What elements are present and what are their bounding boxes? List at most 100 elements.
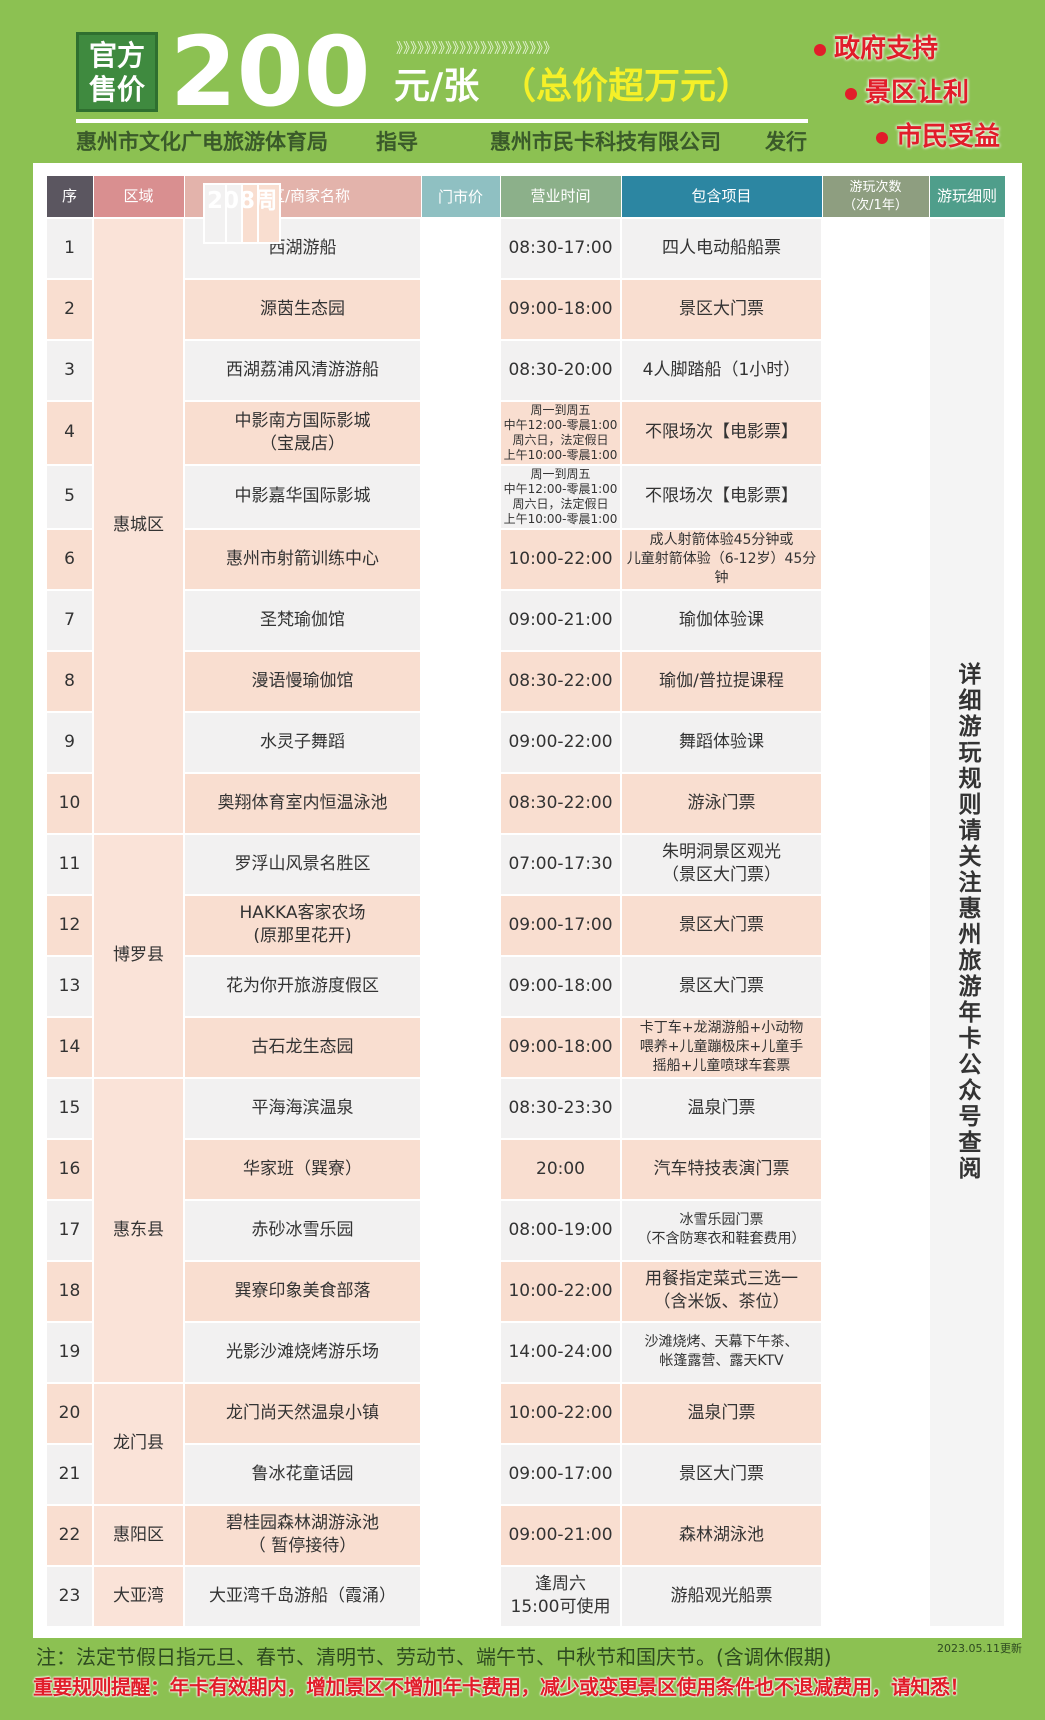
row-number: 11 (45, 832, 94, 896)
bullet-icon (876, 131, 888, 144)
attraction-name: HAKKA客家农场 (原那里花开) (183, 893, 422, 957)
arrows-decoration: 》》》》》》》》》》》》》》》》》》》》》》 (396, 41, 557, 57)
header-divider (76, 119, 808, 123)
attraction-name: 西湖荔浦风清游游船 (183, 338, 422, 402)
row-number: 1 (45, 216, 94, 280)
attraction-name: 源茵生态园 (183, 277, 422, 341)
opening-hours: 08:00-19:00 (499, 1198, 622, 1262)
attraction-name: 漫语慢瑜伽馆 (183, 649, 422, 713)
row-number: 6 (45, 527, 94, 591)
row-number: 8 (45, 649, 94, 713)
header-times: 游玩次数 （次/1年） (821, 175, 930, 218)
row-number: 13 (45, 954, 94, 1018)
row-number: 4 (45, 399, 94, 466)
opening-hours: 09:00-17:00 (499, 1442, 622, 1506)
opening-hours: 14:00-24:00 (499, 1320, 622, 1384)
opening-hours: 09:00-18:00 (499, 1015, 622, 1079)
header-region: 区域 (92, 175, 185, 218)
attraction-name: 赤砂冰雪乐园 (183, 1198, 422, 1262)
included-items: 景区大门票 (620, 954, 823, 1018)
header-hours: 营业时间 (499, 175, 622, 218)
slogan-3: 市民受益 (876, 120, 1000, 154)
included-items: 舞蹈体验课 (620, 710, 823, 774)
attraction-name: 龙门尚天然温泉小镇 (183, 1381, 422, 1445)
attraction-name: 碧桂园森林湖游泳池 （ 暂停接待） (183, 1503, 422, 1567)
included-items: 4人脚踏船（1小时） (620, 338, 823, 402)
row-number: 21 (45, 1442, 94, 1506)
included-items: 汽车特技表演门票 (620, 1137, 823, 1201)
opening-hours: 08:30-20:00 (499, 338, 622, 402)
row-number: 15 (45, 1076, 94, 1140)
opening-hours: 08:30-17:00 (499, 216, 622, 280)
attraction-name: 惠州市射箭训练中心 (183, 527, 422, 591)
attraction-name: 中影嘉华国际影城 (183, 463, 422, 530)
row-number: 20 (45, 1381, 94, 1445)
opening-hours: 09:00-21:00 (499, 588, 622, 652)
opening-hours: 09:00-21:00 (499, 1503, 622, 1567)
bullet-icon (845, 87, 857, 100)
included-items: 不限场次【电影票】 (620, 463, 823, 530)
opening-hours: 09:00-18:00 (499, 954, 622, 1018)
included-items: 景区大门票 (620, 277, 823, 341)
price-unit: 元/张 (394, 66, 480, 107)
table-row: 5中影嘉华国际影城80周一到周五 中午12:00-零晨1:00 周六日，法定假日… (45, 183, 1005, 530)
slogan-2: 景区让利 (845, 76, 969, 110)
row-number: 16 (45, 1137, 94, 1201)
lower-section: 序 区域 景区/商家名称 门市价 营业时间 包含项目 游玩次数 （次/1年） 游… (33, 163, 1022, 1706)
attraction-name: 光影沙滩烧烤游乐场 (183, 1320, 422, 1384)
included-items: 成人射箭体验45分钟或 儿童射箭体验（6-12岁）45分钟 (620, 527, 823, 591)
update-date: 2023.05.11更新 (937, 1641, 1022, 1655)
opening-hours: 08:30-23:30 (499, 1076, 622, 1140)
issuer-label: 发行 (765, 130, 807, 154)
header-price: 门市价 (420, 175, 501, 218)
table-row: 2源茵生态园5009:00-18:00景区大门票360 (45, 183, 1005, 341)
attraction-name: 花为你开旅游度假区 (183, 954, 422, 1018)
attractions-table: 序 区域 景区/商家名称 门市价 营业时间 包含项目 游玩次数 （次/1年） 游… (45, 175, 1006, 1628)
attraction-name: 罗浮山风景名胜区 (183, 832, 422, 896)
region-cell: 惠东县 (92, 1076, 185, 1384)
official-price-badge: 官方 售价 (76, 32, 158, 112)
issuer-org: 惠州市民卡科技有限公司 (490, 130, 721, 154)
region-cell: 大亚湾 (92, 1564, 185, 1628)
rules-note: 详细游玩规则请关注惠州旅游年卡公众号查阅 (928, 216, 1006, 1628)
included-items: 四人电动船船票 (620, 216, 823, 280)
opening-hours: 08:30-22:00 (499, 649, 622, 713)
header-items: 包含项目 (620, 175, 823, 218)
attraction-name: 大亚湾千岛游船（霞涌） (183, 1564, 422, 1628)
included-items: 不限场次【电影票】 (620, 399, 823, 466)
opening-hours: 09:00-18:00 (499, 277, 622, 341)
opening-hours: 07:00-17:30 (499, 832, 622, 896)
opening-hours: 逢周六 15:00可使用 (499, 1564, 622, 1628)
row-number: 2 (45, 277, 94, 341)
rule-warning: 重要规则提醒：年卡有效期内，增加景区不增加年卡费用，减少或变更景区使用条件也不退… (33, 1674, 970, 1699)
included-items: 卡丁车+龙湖游船+小动物 喂养+儿童蹦极床+儿童手 摇船+儿童喷球车套票 (620, 1015, 823, 1079)
row-number: 14 (45, 1015, 94, 1079)
included-items: 温泉门票 (620, 1076, 823, 1140)
included-items: 游泳门票 (620, 771, 823, 835)
row-number: 10 (45, 771, 94, 835)
table-row: 20龙门县龙门尚天然温泉小镇16810:00-22:00温泉门票5 (45, 183, 1005, 1506)
attraction-name: 奥翔体育室内恒温泳池 (183, 771, 422, 835)
table-row: 10奥翔体育室内恒温泳池8008:30-22:00游泳门票3 (45, 183, 1005, 835)
included-items: 景区大门票 (620, 893, 823, 957)
attraction-name: 圣梵瑜伽馆 (183, 588, 422, 652)
table-row: 21鲁冰花童话园6809:00-17:00景区大门票10 (45, 183, 1005, 1506)
opening-hours: 08:30-22:00 (499, 771, 622, 835)
attraction-name: 水灵子舞蹈 (183, 710, 422, 774)
total-value-note: （总价超万元） (500, 66, 753, 107)
row-number: 19 (45, 1320, 94, 1384)
row-number: 23 (45, 1564, 94, 1628)
opening-hours: 周一到周五 中午12:00-零晨1:00 周六日，法定假日 上午10:00-零晨… (499, 399, 622, 466)
table-row: 13花为你开旅游度假区6009:00-18:00景区大门票6 (45, 183, 1005, 1018)
row-number: 7 (45, 588, 94, 652)
opening-hours: 10:00-22:00 (499, 1381, 622, 1445)
table-panel: 序 区域 景区/商家名称 门市价 营业时间 包含项目 游玩次数 （次/1年） 游… (33, 163, 1022, 1638)
region-cell: 惠城区 (92, 216, 185, 835)
table-row: 7圣梵瑜伽馆体验09:00-21:00瑜伽体验课7 (45, 183, 1005, 652)
